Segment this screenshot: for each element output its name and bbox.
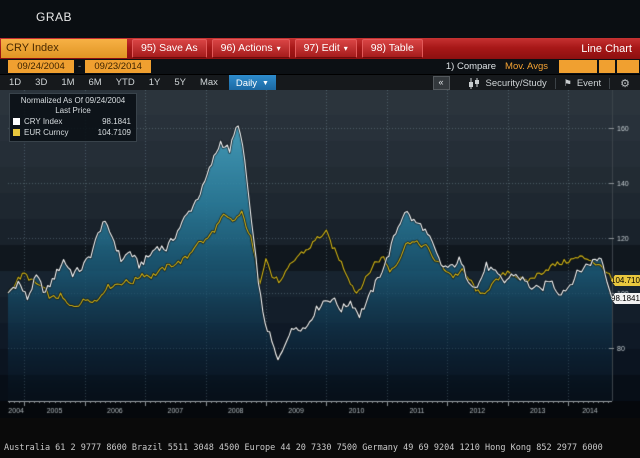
frequency-value: Daily — [235, 77, 258, 89]
legend-item-cry: CRY Index 98.1841 — [13, 116, 133, 127]
table-label: 98) Table — [370, 42, 414, 54]
window-title: GRAB — [36, 10, 73, 24]
edit-button[interactable]: 97) Edit ▾ — [294, 39, 357, 58]
date-from-field[interactable]: 09/24/2004 — [8, 60, 74, 73]
legend-item-eur: EUR Curncy 104.7109 — [13, 127, 133, 138]
eur-last-price-tag: 104.7109 — [611, 275, 640, 286]
date-to-field[interactable]: 09/23/2014 — [85, 60, 152, 73]
mov-avg-period-field-1[interactable] — [559, 60, 597, 73]
actions-button[interactable]: 96) Actions ▾ — [211, 39, 290, 58]
save-as-label: 95) Save As — [141, 42, 198, 54]
save-as-button[interactable]: 95) Save As — [132, 39, 207, 58]
titlebar: GRAB — [0, 0, 640, 38]
main-toolbar: CRY Index 95) Save As 96) Actions ▾ 97) … — [0, 38, 640, 59]
chevron-down-icon: ▾ — [343, 44, 348, 53]
period-1m-button[interactable]: 1M — [61, 77, 75, 88]
mov-avgs-button[interactable]: Mov. Avgs — [505, 61, 548, 72]
chevron-down-icon: ▼ — [262, 79, 269, 87]
period-1d-button[interactable]: 1D — [9, 77, 22, 88]
period-ytd-button[interactable]: YTD — [115, 77, 135, 88]
separator — [554, 77, 556, 89]
edit-label: 97) Edit — [303, 42, 340, 54]
flag-icon: ⚑ — [563, 77, 572, 88]
mov-avg-period-field-2[interactable] — [599, 60, 615, 73]
period-1y-button[interactable]: 1Y — [148, 77, 161, 88]
table-button[interactable]: 98) Table — [361, 39, 423, 58]
footer-phone-line-1: Australia 61 2 9777 8600 Brazil 5511 304… — [4, 443, 603, 453]
legend-subtitle: Last Price — [55, 106, 91, 115]
chart-legend: Normalized As Of 09/24/2004 Last Price C… — [9, 93, 137, 142]
security-input[interactable]: CRY Index — [1, 39, 127, 58]
period-6m-button[interactable]: 6M — [88, 77, 102, 88]
chevron-down-icon: ▾ — [276, 44, 281, 53]
mov-avg-period-field-3[interactable] — [617, 60, 639, 73]
chart-type-label: Line Chart — [581, 42, 632, 55]
eur-curncy-value: 104.7109 — [97, 128, 131, 137]
event-label: Event — [576, 77, 602, 89]
cry-index-swatch — [13, 118, 20, 125]
cry-index-value: 98.1841 — [102, 117, 131, 126]
footer-info-bar: Australia 61 2 9777 8600 Brazil 5511 304… — [0, 418, 640, 458]
separator — [609, 77, 611, 89]
period-bar-right: « Security/Study ⚑ Event ⚙ — [432, 75, 640, 91]
collapse-panel-button[interactable]: « — [432, 76, 450, 90]
eur-curncy-label: EUR Curncy — [24, 128, 69, 137]
date-range-separator: - — [78, 61, 82, 72]
price-chart-canvas[interactable] — [0, 90, 640, 418]
eur-curncy-swatch — [13, 129, 20, 136]
date-range-bar: 09/24/2004 - 09/23/2014 1) Compare Mov. … — [0, 59, 640, 74]
chart-area: Normalized As Of 09/24/2004 Last Price C… — [0, 90, 640, 418]
period-bar: 1D 3D 1M 6M YTD 1Y 5Y Max Daily ▼ « Secu… — [0, 74, 640, 91]
compare-button[interactable]: 1) Compare — [445, 61, 497, 72]
period-3d-button[interactable]: 3D — [35, 77, 48, 88]
actions-label: 96) Actions — [220, 42, 273, 54]
settings-gear-icon[interactable]: ⚙ — [620, 77, 630, 90]
event-button[interactable]: ⚑ Event — [556, 75, 609, 91]
cry-last-price-tag: 98.1841 — [611, 293, 640, 304]
period-5y-button[interactable]: 5Y — [174, 77, 186, 88]
candlestick-chart-icon — [468, 77, 479, 89]
legend-title: Normalized As Of 09/24/2004 — [20, 96, 126, 105]
frequency-dropdown[interactable]: Daily ▼ — [228, 75, 276, 91]
security-study-label: Security/Study — [485, 77, 547, 89]
security-study-button[interactable]: Security/Study — [460, 75, 555, 91]
period-max-button[interactable]: Max — [199, 77, 218, 88]
cry-index-label: CRY Index — [24, 117, 63, 126]
